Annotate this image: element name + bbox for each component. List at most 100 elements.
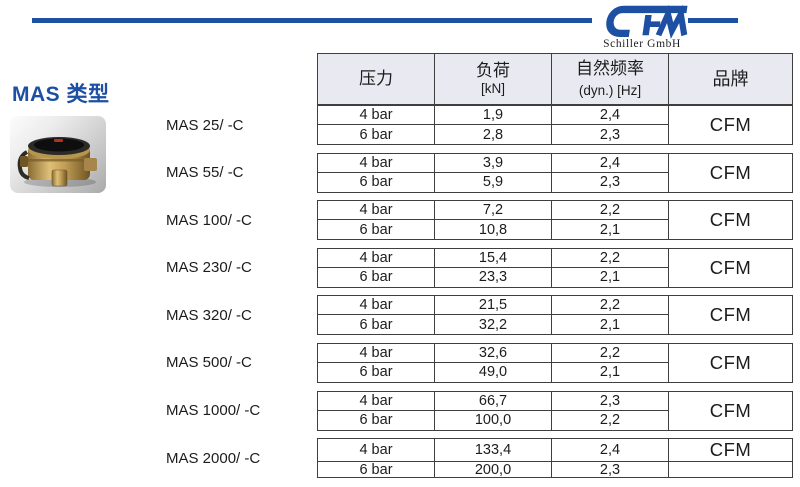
pressure-header-label: 压力: [359, 69, 393, 89]
cfm-logo: CFM: [596, 2, 688, 39]
load-cell: 49,0: [435, 362, 552, 382]
model-group: MAS 100/ -C 4 bar 7,2 2,2 CFM 6 bar 10,8…: [0, 200, 793, 241]
model-name: MAS 25/ -C: [0, 105, 317, 145]
model-group: MAS 25/ -C 4 bar 1,9 2,4 CFM 6 bar 2,8 2…: [0, 105, 793, 145]
air-spring-device-icon: [17, 137, 97, 187]
pressure-cell: 4 bar: [318, 201, 435, 221]
load-cell: 10,8: [435, 220, 552, 240]
frequency-cell: 2,4: [552, 106, 669, 125]
group-table: 4 bar 133,4 2,4 CFM 6 bar 200,0 2,3: [317, 438, 793, 479]
brand-cell: CFM: [709, 209, 752, 231]
frequency-cell: 2,2: [552, 410, 669, 430]
brand-cell: CFM: [709, 161, 752, 183]
load-cell: 15,4: [435, 248, 552, 268]
model-name-label: MAS 100/ -C: [166, 211, 252, 229]
load-cell: 100,0: [435, 410, 552, 430]
pressure-cell: 4 bar: [318, 153, 435, 173]
load-cell: 7,2: [435, 201, 552, 221]
load-header-label: 负荷: [476, 61, 510, 81]
frequency-header-label: 自然频率: [576, 59, 644, 79]
model-name-label: MAS 320/ -C: [166, 306, 252, 324]
pressure-cell: 6 bar: [318, 267, 435, 287]
model-group: MAS 500/ -C 4 bar 32,6 2,2 CFM 6 bar 49,…: [0, 342, 793, 383]
pressure-cell: 6 bar: [318, 410, 435, 430]
frequency-cell: 2,4: [552, 439, 669, 463]
brand-cell: CFM: [709, 351, 752, 373]
pressure-cell: 4 bar: [318, 391, 435, 411]
table-body: MAS 25/ -C 4 bar 1,9 2,4 CFM 6 bar 2,8 2…: [0, 105, 793, 486]
model-name: MAS 1000/ -C: [0, 391, 317, 431]
model-group: MAS 320/ -C 4 bar 21,5 2,2 CFM 6 bar 32,…: [0, 295, 793, 336]
group-table: 4 bar 66,7 2,3 CFM 6 bar 100,0 2,2: [317, 390, 793, 431]
pressure-cell: 6 bar: [318, 220, 435, 240]
pressure-cell: 4 bar: [318, 106, 435, 125]
model-name-label: MAS 500/ -C: [166, 354, 252, 372]
group-table: 4 bar 32,6 2,2 CFM 6 bar 49,0 2,1: [317, 342, 793, 383]
table-header: 压力 负荷 [kN] 自然频率 (dyn.) [Hz] 品牌: [317, 53, 793, 105]
pressure-cell: 6 bar: [318, 315, 435, 335]
frequency-cell: 2,4: [552, 153, 669, 173]
model-name-label: MAS 1000/ -C: [166, 402, 261, 420]
load-cell: 2,8: [435, 125, 552, 144]
model-name-label: MAS 25/ -C: [166, 116, 244, 134]
group-table: 4 bar 15,4 2,2 CFM 6 bar 23,3 2,1: [317, 247, 793, 288]
model-name: MAS 230/ -C: [0, 248, 317, 288]
pressure-cell: 4 bar: [318, 439, 435, 463]
brand-cell: CFM: [709, 114, 752, 135]
logo-subtitle: Schiller GmbH: [603, 38, 681, 50]
model-name-label: MAS 230/ -C: [166, 259, 252, 277]
brand-cell-empty: [669, 462, 792, 478]
top-rule-left: [32, 18, 592, 23]
frequency-cell: 2,1: [552, 267, 669, 287]
group-table: 4 bar 1,9 2,4 CFM 6 bar 2,8 2,3: [317, 105, 793, 145]
pressure-cell: 4 bar: [318, 296, 435, 316]
group-table: 4 bar 7,2 2,2 CFM 6 bar 10,8 2,1: [317, 200, 793, 241]
frequency-cell: 2,2: [552, 343, 669, 363]
load-cell: 133,4: [435, 439, 552, 463]
pressure-cell: 6 bar: [318, 125, 435, 144]
section-title: MAS 类型: [12, 83, 110, 106]
pressure-cell: 6 bar: [318, 172, 435, 192]
load-cell: 66,7: [435, 391, 552, 411]
frequency-cell: 2,1: [552, 362, 669, 382]
product-photo: [10, 116, 106, 193]
column-header-frequency: 自然频率 (dyn.) [Hz]: [552, 54, 669, 104]
pressure-cell: 4 bar: [318, 248, 435, 268]
load-cell: 21,5: [435, 296, 552, 316]
frequency-cell: 2,2: [552, 248, 669, 268]
cfm-logo-icon: [606, 4, 688, 39]
load-cell: 23,3: [435, 267, 552, 287]
column-header-brand: 品牌: [669, 54, 792, 104]
pressure-cell: 6 bar: [318, 362, 435, 382]
model-group: MAS 230/ -C 4 bar 15,4 2,2 CFM 6 bar 23,…: [0, 247, 793, 288]
frequency-cell: 2,3: [552, 125, 669, 144]
top-rule-right: [688, 18, 738, 23]
load-cell: 32,6: [435, 343, 552, 363]
model-name: MAS 320/ -C: [0, 295, 317, 335]
frequency-cell: 2,2: [552, 201, 669, 221]
brand-cell: CFM: [709, 256, 752, 278]
frequency-header-unit: (dyn.) [Hz]: [578, 83, 642, 99]
model-group: MAS 55/ -C 4 bar 3,9 2,4 CFM 6 bar 5,9 2…: [0, 152, 793, 193]
brand-cell: CFM: [709, 304, 752, 326]
load-cell: 200,0: [435, 462, 552, 479]
column-header-load: 负荷 [kN]: [435, 54, 552, 104]
model-name-label: MAS 55/ -C: [166, 164, 244, 182]
group-table: 4 bar 3,9 2,4 CFM 6 bar 5,9 2,3: [317, 152, 793, 193]
load-cell: 5,9: [435, 172, 552, 192]
load-cell: 1,9: [435, 106, 552, 125]
pressure-cell: 6 bar: [318, 462, 435, 479]
frequency-cell: 2,3: [552, 462, 669, 479]
column-header-pressure: 压力: [318, 54, 435, 104]
frequency-cell: 2,3: [552, 391, 669, 411]
model-name: MAS 55/ -C: [0, 153, 317, 193]
model-name-label: MAS 2000/ -C: [166, 449, 261, 467]
pressure-cell: 4 bar: [318, 343, 435, 363]
model-name: MAS 2000/ -C: [0, 438, 317, 478]
load-cell: 32,2: [435, 315, 552, 335]
load-header-unit: [kN]: [480, 81, 505, 97]
model-name: MAS 100/ -C: [0, 200, 317, 240]
frequency-cell: 2,1: [552, 220, 669, 240]
brand-cell: CFM: [709, 399, 752, 421]
brand-cell: CFM: [669, 439, 792, 463]
